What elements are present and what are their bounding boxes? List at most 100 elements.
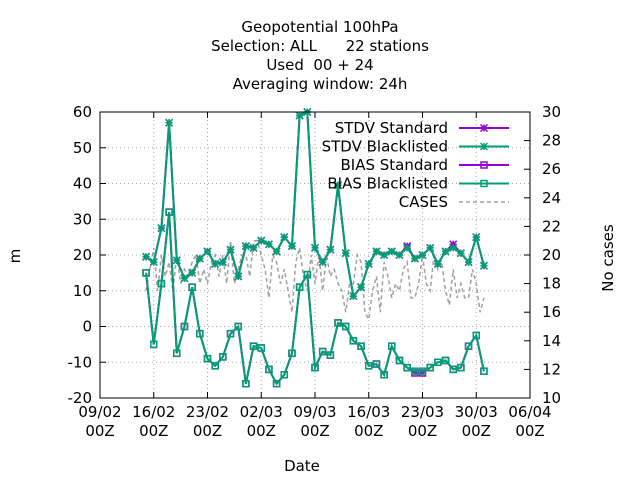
data-point (380, 371, 388, 379)
x-tick-label: 00Z (193, 422, 222, 440)
data-point (272, 247, 281, 256)
data-point (349, 337, 358, 345)
legend-label: CASES (399, 193, 448, 211)
data-point (480, 367, 488, 375)
data-point (372, 247, 381, 256)
y-tick-label: -20 (68, 389, 93, 407)
data-point (464, 342, 473, 350)
legend-marker (479, 142, 489, 151)
chart-title: Geopotential 100hPa Selection: ALL 22 st… (211, 18, 429, 93)
data-point (264, 240, 273, 249)
data-point (188, 268, 197, 277)
y-tick-label: 0 (82, 318, 92, 336)
y-tick-label: 40 (73, 175, 92, 193)
data-point (280, 371, 289, 379)
data-point (188, 283, 196, 291)
data-point (395, 250, 404, 260)
y2-tick-label: 16 (542, 303, 561, 321)
data-point (418, 250, 427, 260)
data-point (318, 347, 327, 356)
y2-tick-label: 12 (542, 360, 561, 378)
data-point (173, 349, 181, 358)
y-tick-label: 60 (73, 103, 92, 121)
data-point (142, 269, 150, 277)
data-point (441, 356, 450, 365)
data-point (388, 342, 396, 350)
x-tick-label: 06/04 (508, 403, 551, 421)
data-point (334, 181, 343, 190)
data-point (280, 233, 289, 242)
x-tick-label: 00Z (300, 422, 329, 440)
data-point (411, 367, 419, 375)
data-point (218, 258, 227, 267)
legend-marker (480, 161, 488, 169)
legend-label: STDV Blacklisted (322, 138, 448, 156)
y2-axis-label: No cases (599, 224, 617, 292)
x-tick-label: 23/02 (186, 403, 229, 421)
y2-tick-label: 10 (542, 389, 561, 407)
data-point (426, 243, 435, 252)
data-point (149, 258, 158, 267)
legend-marker (479, 123, 489, 133)
data-point (211, 259, 220, 268)
legend-label: BIAS Blacklisted (327, 175, 448, 193)
x-tick-label: 09/02 (78, 403, 121, 421)
y2-tick-label: 18 (542, 275, 561, 293)
data-point (195, 254, 204, 263)
series-bias-blacklisted (142, 208, 488, 388)
data-point (472, 233, 481, 242)
data-point (203, 247, 212, 256)
data-point (219, 353, 227, 361)
x-tick-label: 00Z (408, 422, 437, 440)
data-point (165, 118, 174, 127)
title-line-4: Averaging window: 24h (233, 75, 408, 93)
data-point (165, 208, 173, 216)
series-stdv-blacklisted (142, 107, 488, 301)
data-point (341, 249, 350, 258)
data-point (287, 242, 296, 251)
data-point (387, 247, 396, 256)
data-point (449, 243, 458, 252)
data-point (241, 242, 250, 251)
data-point (196, 329, 204, 338)
data-point (426, 363, 434, 372)
data-point (380, 250, 389, 260)
data-point (303, 270, 312, 279)
x-tick-label: 02/03 (240, 403, 283, 421)
title-line-2: Selection: ALL 22 stations (211, 37, 429, 55)
data-point (418, 367, 427, 375)
data-point (357, 283, 366, 292)
x-tick-label: 00Z (354, 422, 383, 440)
data-point (403, 363, 411, 372)
data-point (211, 362, 219, 370)
y-tick-label: 20 (73, 246, 92, 264)
data-point (326, 245, 335, 254)
x-tick-label: 23/03 (401, 403, 444, 421)
data-point (180, 322, 189, 331)
data-point (433, 259, 442, 268)
x-tick-label: 16/03 (347, 403, 390, 421)
data-point (364, 259, 373, 268)
data-point (234, 322, 242, 331)
data-point (180, 274, 189, 283)
legend-label: STDV Standard (335, 119, 448, 137)
x-tick-label: 30/03 (455, 403, 498, 421)
data-point (142, 252, 151, 261)
data-point (249, 342, 258, 350)
data-point (457, 363, 465, 372)
data-point (234, 272, 243, 281)
data-point (226, 245, 235, 254)
data-point (242, 379, 250, 388)
x-tick-label: 09/03 (293, 403, 336, 421)
data-point (203, 354, 212, 363)
data-point (410, 254, 419, 263)
data-point (372, 360, 381, 368)
data-point (311, 363, 319, 372)
data-point (472, 331, 480, 340)
data-point (395, 356, 404, 365)
y-tick-label: 50 (73, 139, 92, 157)
title-line-1: Geopotential 100hPa (241, 18, 398, 36)
data-point (318, 258, 327, 267)
y-axis-label: m (6, 249, 24, 264)
